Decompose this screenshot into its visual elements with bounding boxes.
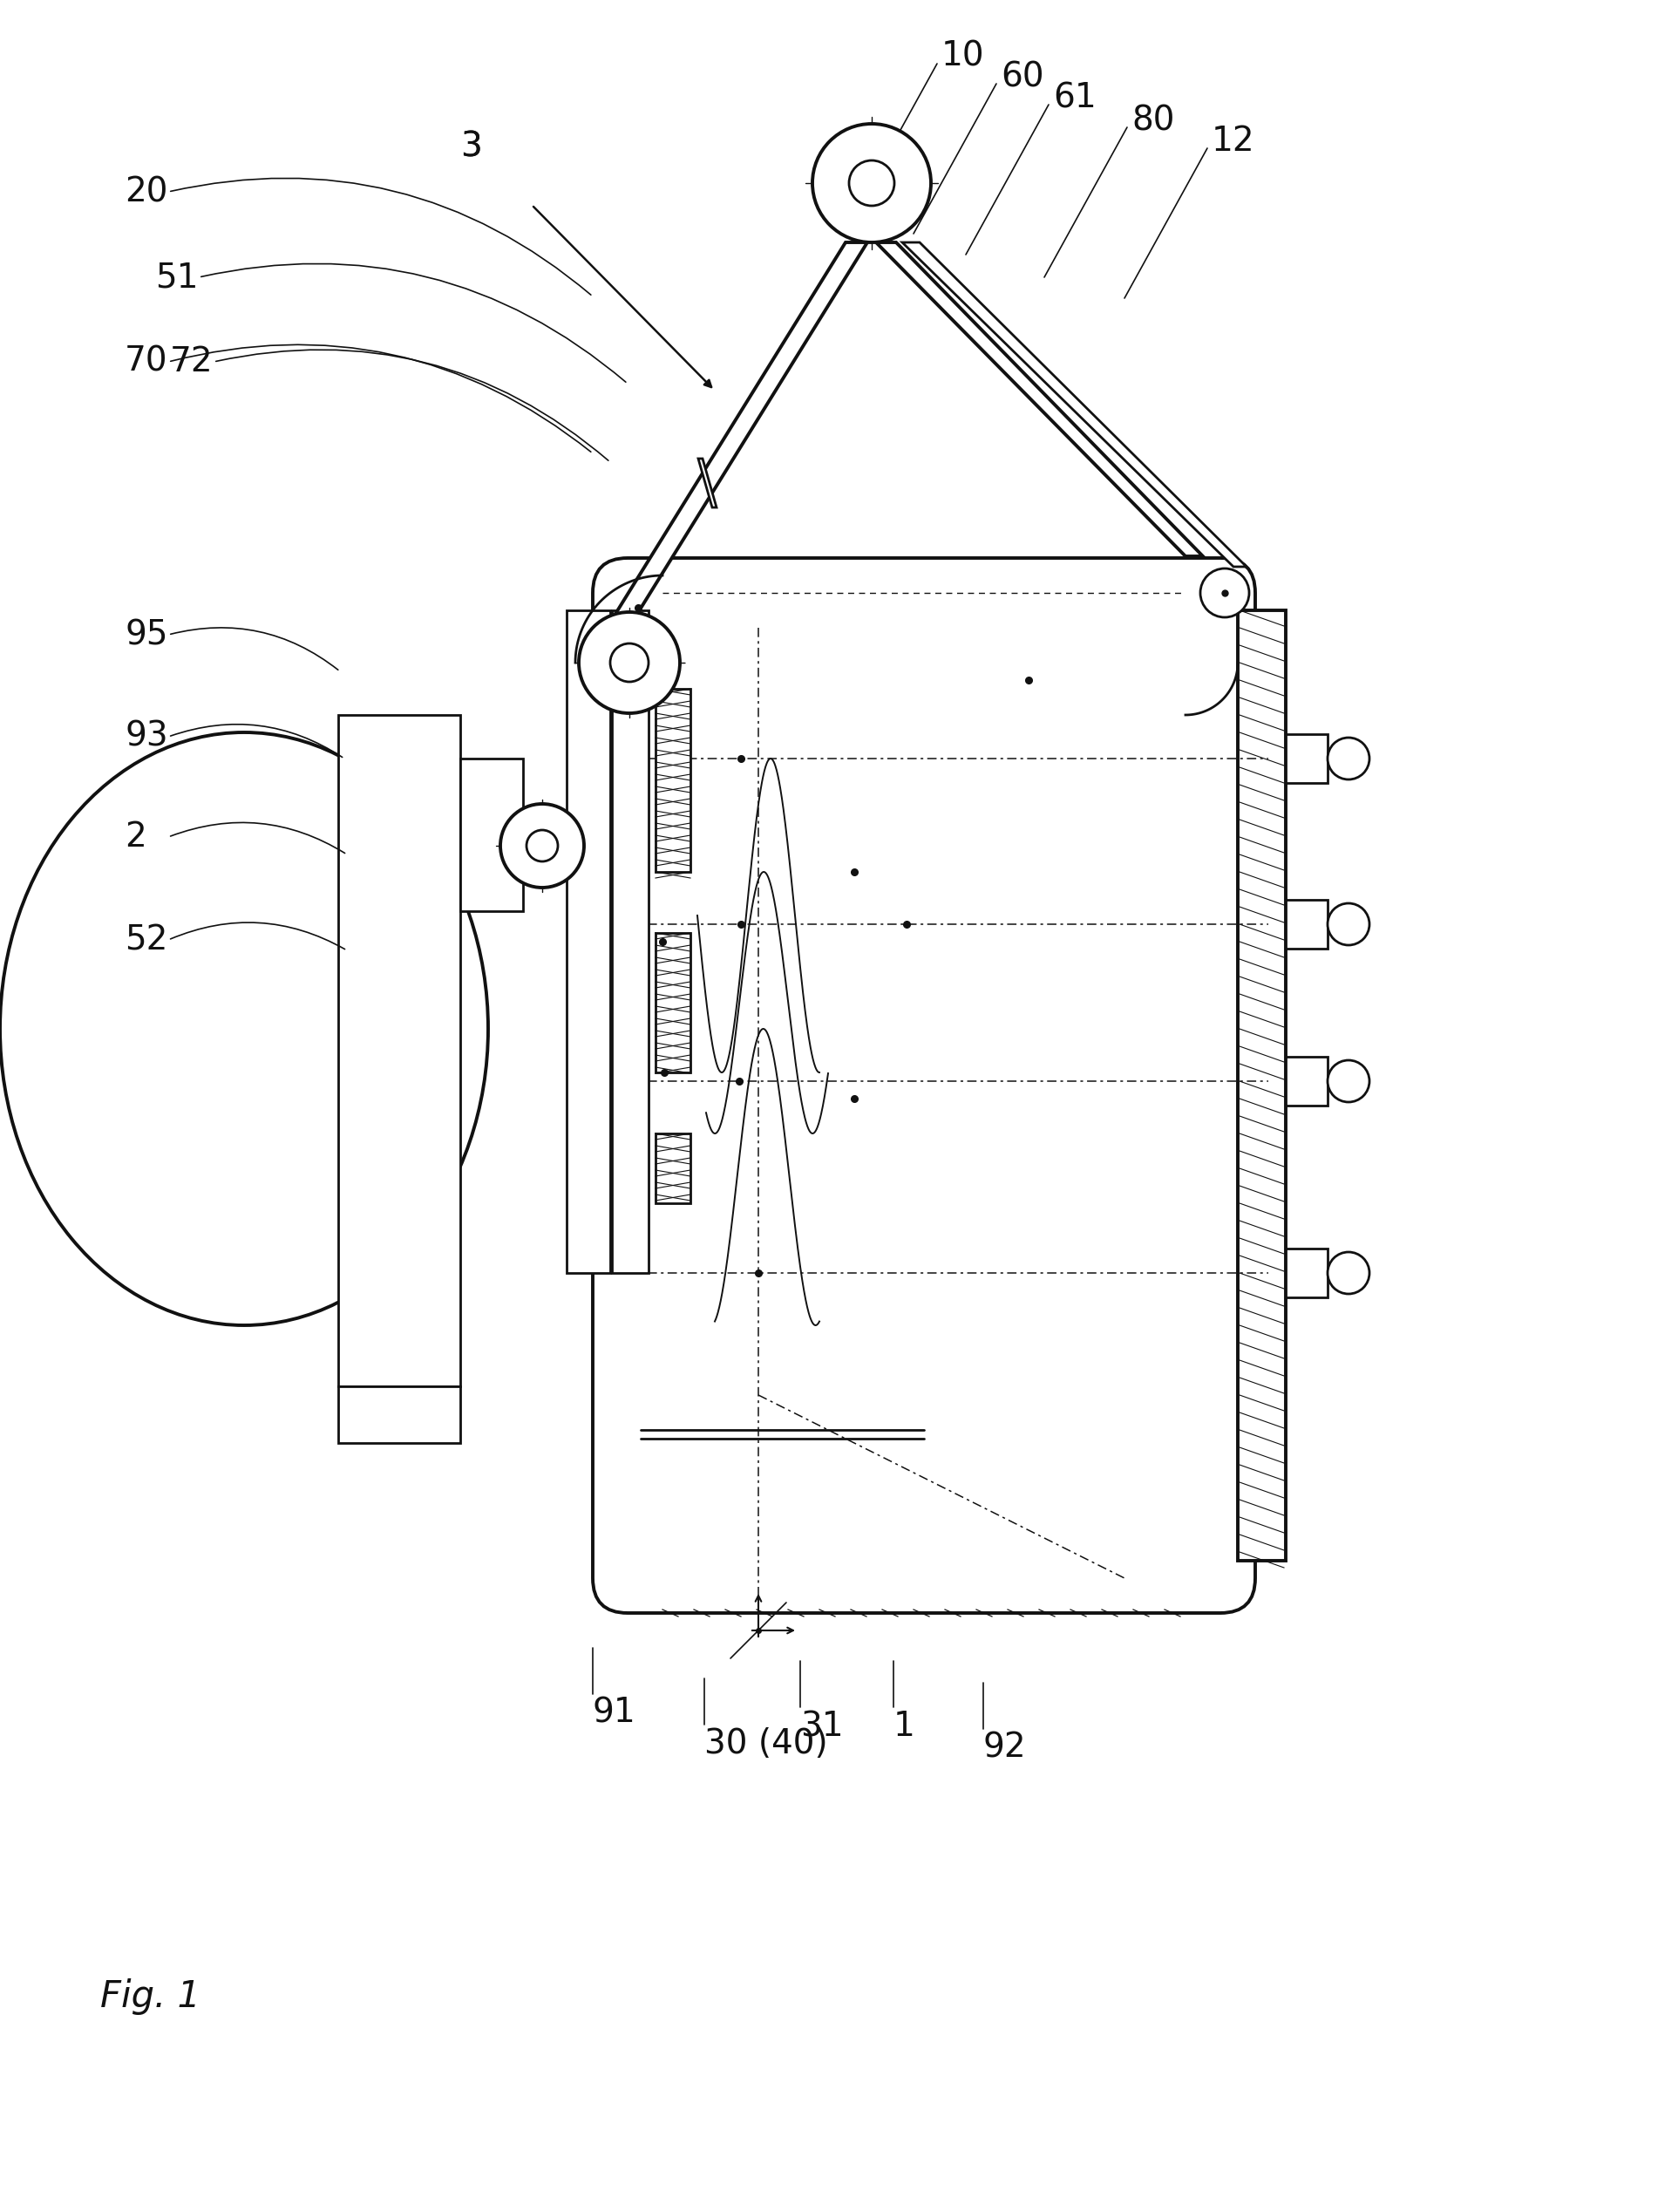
Circle shape [812, 124, 931, 243]
Text: 3: 3 [460, 131, 482, 164]
Polygon shape [597, 243, 868, 644]
Polygon shape [903, 243, 1247, 566]
Text: 3: 3 [460, 131, 482, 164]
Text: 95: 95 [124, 617, 168, 650]
Bar [339, 714, 460, 1387]
Text: 51: 51 [154, 261, 198, 294]
Bar [1285, 1248, 1327, 1298]
Bar [656, 933, 690, 1073]
FancyBboxPatch shape [592, 557, 1255, 1613]
Bar [656, 688, 690, 872]
Bar [567, 611, 611, 1272]
Circle shape [1327, 902, 1369, 945]
Circle shape [1327, 1252, 1369, 1294]
Circle shape [579, 613, 680, 712]
Text: 52: 52 [124, 922, 168, 956]
Text: 12: 12 [1212, 124, 1255, 157]
Text: 91: 91 [592, 1697, 636, 1730]
Text: 92: 92 [983, 1732, 1027, 1765]
Bar [339, 1387, 460, 1442]
Bar [1285, 734, 1327, 783]
Text: 30 (40): 30 (40) [705, 1728, 827, 1761]
Circle shape [527, 830, 557, 860]
Text: 1: 1 [893, 1710, 915, 1743]
Circle shape [500, 803, 584, 887]
Polygon shape [698, 458, 717, 507]
Text: 80: 80 [1131, 104, 1175, 137]
Text: 10: 10 [941, 40, 985, 73]
Text: 60: 60 [1000, 60, 1044, 93]
Text: 20: 20 [124, 175, 168, 208]
Bar [1238, 611, 1285, 1562]
Polygon shape [876, 243, 1203, 555]
Text: 70: 70 [124, 345, 168, 378]
Bar [1285, 1057, 1327, 1106]
Circle shape [1200, 568, 1248, 617]
Text: 61: 61 [1054, 82, 1096, 115]
Bar [656, 1133, 690, 1203]
Circle shape [1327, 1060, 1369, 1102]
Circle shape [1327, 737, 1369, 779]
Circle shape [611, 644, 648, 681]
Text: 2: 2 [124, 821, 146, 854]
Ellipse shape [0, 732, 488, 1325]
Bar [612, 611, 648, 1272]
Text: 72: 72 [169, 345, 213, 378]
Bar [1285, 900, 1327, 949]
Circle shape [849, 161, 894, 206]
Bar [460, 759, 524, 911]
Text: 93: 93 [124, 721, 168, 754]
Text: 31: 31 [800, 1710, 844, 1743]
Text: Fig. 1: Fig. 1 [101, 1978, 200, 2015]
